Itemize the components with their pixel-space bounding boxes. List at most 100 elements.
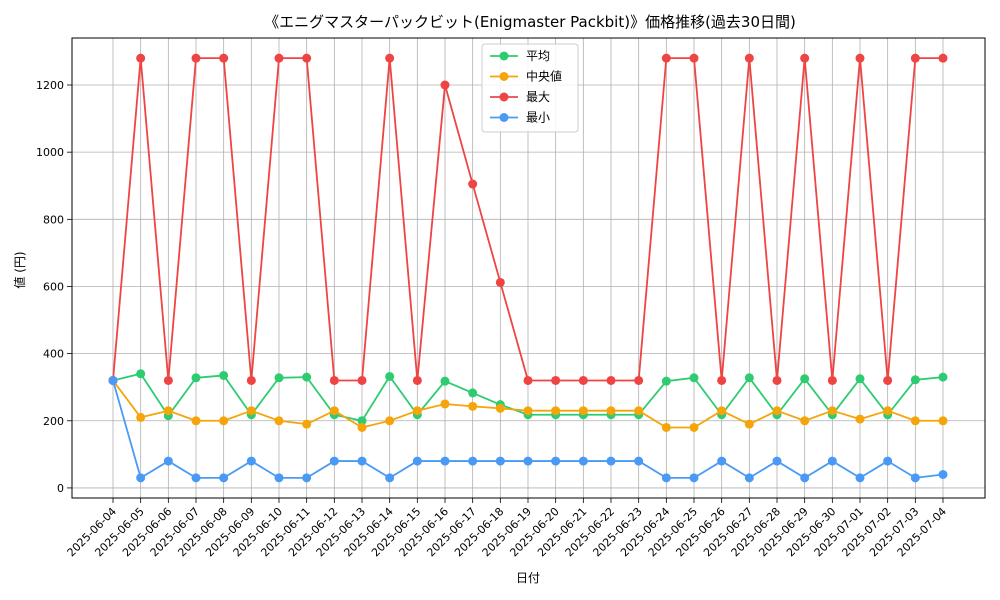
y-tick-label: 600 [43, 280, 64, 293]
data-point [855, 473, 865, 483]
data-point [938, 53, 948, 63]
data-point [855, 374, 865, 384]
data-point [136, 53, 146, 63]
data-point [302, 53, 312, 63]
data-point [495, 403, 505, 413]
data-point [302, 419, 312, 429]
data-point [191, 416, 201, 426]
data-point [274, 416, 284, 426]
data-point [578, 375, 588, 385]
plot-frame [71, 37, 986, 499]
data-point [440, 80, 450, 90]
data-point [606, 456, 616, 466]
data-point [329, 406, 339, 416]
data-point [136, 369, 146, 379]
data-point [827, 456, 837, 466]
legend-label: 平均 [526, 49, 550, 63]
data-point [689, 473, 699, 483]
data-point [910, 416, 920, 426]
legend-label: 最小 [526, 111, 550, 125]
data-point [800, 473, 810, 483]
data-point [606, 406, 616, 416]
y-tick-label: 400 [43, 348, 64, 361]
data-point [661, 422, 671, 432]
data-point [191, 53, 201, 63]
data-point [219, 473, 229, 483]
data-point [523, 406, 533, 416]
legend-marker [499, 92, 509, 102]
data-point [412, 456, 422, 466]
data-point [910, 375, 920, 385]
data-point [551, 375, 561, 385]
data-point [246, 456, 256, 466]
data-point [910, 473, 920, 483]
series-group [108, 53, 948, 483]
y-tick-label: 1000 [36, 146, 64, 159]
data-point [136, 473, 146, 483]
data-point [495, 456, 505, 466]
data-point [938, 372, 948, 382]
legend-marker [499, 51, 509, 61]
data-point [246, 406, 256, 416]
legend-label: 最大 [526, 90, 550, 104]
data-point [938, 416, 948, 426]
data-point [717, 406, 727, 416]
legend-item: 平均 [490, 49, 550, 63]
data-point [910, 53, 920, 63]
series-2 [108, 53, 948, 385]
data-point [274, 373, 284, 383]
y-axis-label: 値 (円) [12, 251, 27, 288]
data-point [661, 473, 671, 483]
data-point [357, 416, 367, 426]
data-point [468, 401, 478, 411]
data-point [772, 456, 782, 466]
data-point [274, 473, 284, 483]
data-point [744, 53, 754, 63]
data-point [302, 473, 312, 483]
legend-item: 最大 [490, 90, 550, 104]
data-point [385, 371, 395, 381]
data-point [689, 373, 699, 383]
data-point [744, 473, 754, 483]
data-point [523, 456, 533, 466]
data-point [827, 406, 837, 416]
data-point [412, 375, 422, 385]
legend-item: 中央値 [490, 69, 562, 84]
data-point [689, 422, 699, 432]
data-point [883, 375, 893, 385]
data-point [606, 375, 616, 385]
y-tick-label: 800 [43, 213, 64, 226]
series-3 [108, 375, 948, 483]
data-point [578, 456, 588, 466]
data-point [468, 388, 478, 398]
data-point [855, 53, 865, 63]
data-point [468, 179, 478, 189]
data-point [219, 370, 229, 380]
y-tick-label: 1200 [36, 79, 64, 92]
data-point [800, 374, 810, 384]
data-point [551, 456, 561, 466]
legend-item: 最小 [490, 111, 550, 125]
data-point [329, 456, 339, 466]
series-1 [108, 375, 948, 432]
data-point [440, 376, 450, 386]
data-point [883, 406, 893, 416]
chart-title: 《エニグマスターパックビット(Enigmaster Packbit)》価格推移(… [264, 13, 796, 31]
data-point [661, 376, 671, 386]
data-point [551, 406, 561, 416]
data-point [412, 406, 422, 416]
data-point [883, 456, 893, 466]
data-point [385, 473, 395, 483]
data-point [163, 456, 173, 466]
data-point [938, 469, 948, 479]
y-tick-label: 0 [57, 482, 64, 495]
data-point [108, 375, 118, 385]
data-point [385, 416, 395, 426]
data-point [578, 406, 588, 416]
data-point [163, 375, 173, 385]
data-point [163, 406, 173, 416]
data-point [772, 375, 782, 385]
